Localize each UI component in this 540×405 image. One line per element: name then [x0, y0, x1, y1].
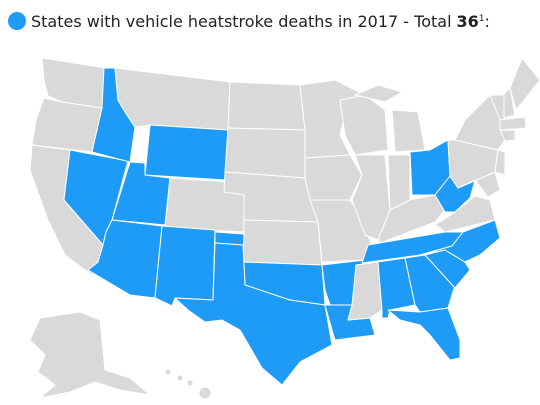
state — [499, 129, 516, 142]
state — [176, 374, 184, 382]
state — [457, 171, 501, 198]
legend-suffix: : — [485, 12, 490, 31]
state — [242, 219, 323, 266]
state — [304, 154, 363, 201]
legend-label: States with vehicle heatstroke deaths in… — [31, 12, 490, 31]
state — [391, 109, 426, 153]
state — [144, 124, 229, 181]
state — [503, 87, 516, 119]
state — [154, 225, 216, 307]
state — [164, 368, 172, 376]
states — [29, 57, 540, 400]
state — [198, 386, 212, 400]
state — [354, 84, 403, 103]
state — [419, 219, 501, 263]
state — [499, 116, 527, 131]
state — [434, 195, 496, 233]
state — [509, 57, 540, 111]
state — [227, 81, 306, 131]
state — [186, 379, 194, 387]
state — [29, 311, 151, 399]
state — [174, 242, 333, 386]
legend-swatch — [8, 12, 26, 30]
state — [114, 67, 231, 131]
state — [224, 127, 306, 179]
state — [494, 149, 506, 176]
state — [339, 94, 389, 156]
legend-total: 36 — [457, 12, 479, 31]
legend-footnote: 1 — [479, 14, 485, 24]
legend: States with vehicle heatstroke deaths in… — [8, 12, 490, 31]
legend-text: States with vehicle heatstroke deaths in… — [31, 12, 452, 31]
state — [387, 307, 461, 361]
state — [351, 154, 391, 241]
state — [31, 97, 103, 153]
